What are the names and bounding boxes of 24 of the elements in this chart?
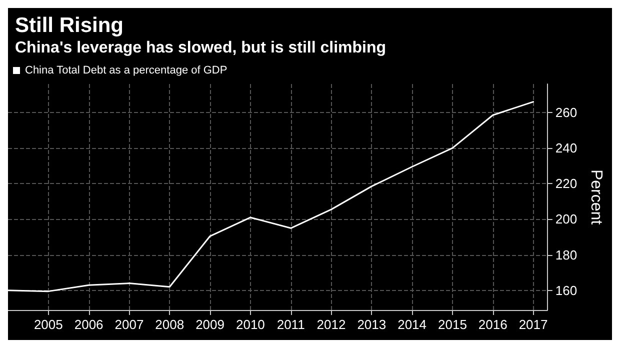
x-tick-label: 2017	[518, 317, 548, 332]
y-tick-label: 240	[555, 140, 578, 156]
x-tick-label: 2006	[74, 317, 104, 332]
chart-title: Still Rising	[15, 14, 124, 37]
y-tick-label: 160	[555, 282, 578, 298]
x-tick-label: 2015	[438, 317, 467, 332]
x-tick-label: 2016	[478, 317, 508, 332]
x-tick-label: 2005	[34, 317, 63, 332]
y-tick-label: 200	[555, 212, 578, 227]
y-tick-label: 180	[555, 247, 578, 262]
x-tick-label: 2013	[357, 317, 386, 332]
chart-subtitle: China's leverage has slowed, but is still climbing	[15, 40, 386, 56]
x-tick-label: 2011	[276, 317, 305, 332]
x-tick-label: 2014	[398, 317, 427, 332]
x-tick-label: 2009	[196, 317, 224, 332]
legend-label: China Total Debt as a percentage of GDP	[25, 64, 228, 76]
y-axis-title: Percent	[588, 169, 604, 226]
x-tick-label: 2007	[114, 317, 144, 332]
line-series	[8, 101, 534, 292]
y-tick-label: 220	[555, 176, 578, 192]
x-tick-label: 2008	[155, 317, 184, 332]
x-tick-label: 2010	[236, 317, 265, 332]
x-tick-label: 2012	[316, 317, 346, 332]
y-tick-label: 260	[555, 104, 578, 120]
